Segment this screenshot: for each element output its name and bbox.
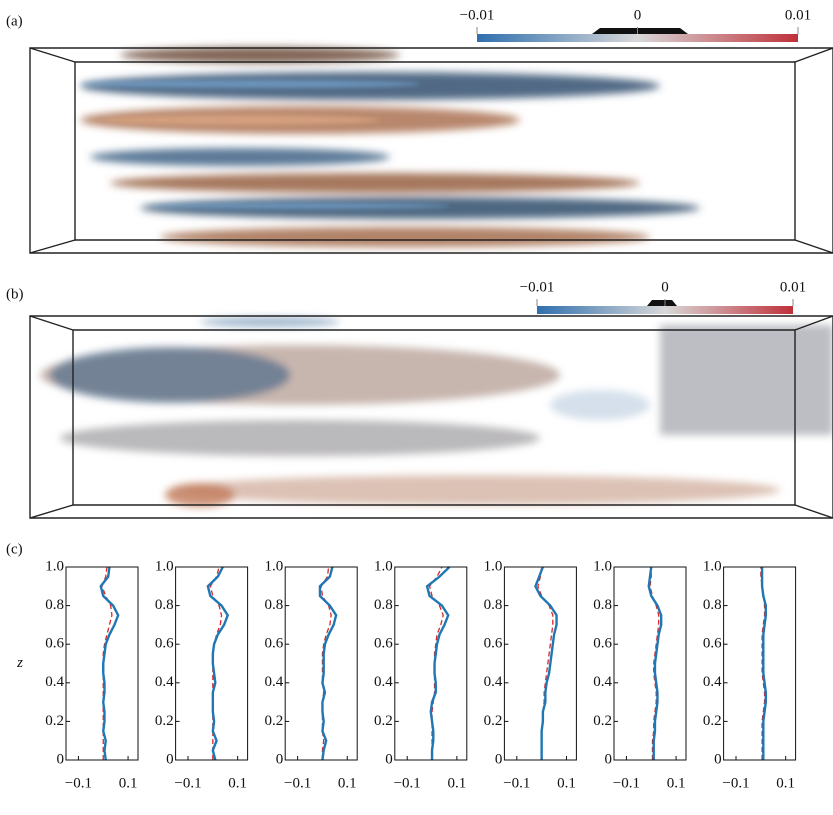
- y-tick-label: 1.0: [264, 558, 283, 574]
- y-tick-label: 0.8: [45, 597, 64, 613]
- y-tick-label: 0.8: [703, 597, 722, 613]
- y-tick-label: 0.6: [374, 636, 393, 652]
- y-tick-label: 0.6: [484, 636, 503, 652]
- y-tick-label: 1.0: [484, 558, 503, 574]
- y-tick-label: 0.8: [374, 597, 393, 613]
- x-tick-label: 0.1: [338, 775, 357, 791]
- y-tick-label: 0.8: [155, 597, 174, 613]
- x-tick-label: −0.1: [174, 775, 201, 791]
- y-tick-label: 0: [276, 751, 284, 767]
- y-tick-label: 1.0: [155, 558, 174, 574]
- y-tick-label: 1.0: [374, 558, 393, 574]
- profile-line: [647, 566, 663, 760]
- colorbar: [477, 34, 798, 42]
- y-tick-label: 0.2: [593, 713, 612, 729]
- x-tick-label: 0.1: [228, 775, 247, 791]
- y-tick-label: 0: [714, 751, 722, 767]
- profile-line: [318, 566, 338, 761]
- y-tick-label: 0.8: [593, 597, 612, 613]
- y-tick-label: 0.6: [703, 636, 722, 652]
- x-tick-label: 0.1: [447, 775, 466, 791]
- colorbar-tick-label: 0: [634, 7, 642, 23]
- x-tick-label: 0.1: [776, 775, 795, 791]
- y-tick-label: 1.0: [703, 558, 722, 574]
- y-tick-label: 1.0: [593, 558, 612, 574]
- volume-rendering-b: [29, 315, 833, 519]
- x-tick-label: −0.1: [503, 775, 530, 791]
- y-tick-label: 0.8: [264, 597, 283, 613]
- profile-line: [99, 566, 120, 761]
- colorbar-tick-label: 0.01: [785, 7, 811, 23]
- y-tick-label: 0.8: [484, 597, 503, 613]
- y-tick-label: 0.2: [45, 713, 64, 729]
- y-tick-label: 0: [605, 751, 613, 767]
- plot-frame: [723, 566, 797, 761]
- plot-frame: [394, 566, 468, 761]
- panel-label: (a): [6, 13, 23, 29]
- y-tick-label: 0: [385, 751, 393, 767]
- profile-line: [428, 566, 444, 760]
- opacity-map-a: [592, 28, 688, 34]
- y-axis-label: z: [16, 655, 23, 671]
- y-tick-label: 0.4: [264, 674, 283, 690]
- x-tick-label: −0.1: [65, 775, 92, 791]
- x-tick-label: 0.1: [667, 775, 686, 791]
- opacity-map-b: [647, 300, 677, 306]
- x-tick-label: −0.1: [722, 775, 749, 791]
- x-tick-label: 0.1: [119, 775, 138, 791]
- plot-frame: [613, 566, 687, 761]
- y-tick-label: 0.6: [155, 636, 174, 652]
- x-tick-label: −0.1: [394, 775, 421, 791]
- y-tick-label: 0.2: [703, 713, 722, 729]
- y-tick-label: 0.4: [45, 674, 64, 690]
- colorbar: [537, 306, 793, 314]
- panel-label: (b): [6, 286, 24, 302]
- y-tick-label: 0.2: [484, 713, 503, 729]
- plot-frame: [65, 566, 139, 761]
- y-tick-label: 0.4: [374, 674, 393, 690]
- colorbar-tick-label: −0.01: [520, 279, 555, 295]
- x-tick-label: −0.1: [613, 775, 640, 791]
- profile-line: [534, 566, 558, 760]
- profile-line: [206, 566, 230, 761]
- x-tick-label: 0.1: [557, 775, 576, 791]
- y-tick-label: 0.2: [264, 713, 283, 729]
- y-tick-label: 0.6: [264, 636, 283, 652]
- plot-frame: [503, 566, 577, 761]
- x-tick-label: −0.1: [284, 775, 311, 791]
- y-tick-label: 0.6: [593, 636, 612, 652]
- y-tick-label: 0: [495, 751, 503, 767]
- profile-line: [760, 567, 768, 760]
- y-tick-label: 0: [166, 751, 174, 767]
- y-tick-label: 0.4: [484, 674, 503, 690]
- colorbar-tick-label: 0.01: [780, 279, 806, 295]
- y-tick-label: 0.4: [155, 674, 174, 690]
- profile-line: [425, 566, 451, 760]
- plot-frame: [175, 566, 249, 761]
- y-tick-label: 0.4: [703, 674, 722, 690]
- y-tick-label: 0.4: [593, 674, 612, 690]
- colorbar-tick-label: −0.01: [460, 7, 495, 23]
- y-tick-label: 0.6: [45, 636, 64, 652]
- box-front: [29, 47, 833, 254]
- colorbar-tick-label: 0: [661, 279, 669, 295]
- y-tick-label: 0.2: [374, 713, 393, 729]
- panel-label: (c): [6, 541, 23, 557]
- plot-frame: [284, 566, 358, 761]
- y-tick-label: 0.2: [155, 713, 174, 729]
- y-tick-label: 1.0: [45, 558, 64, 574]
- y-tick-label: 0: [57, 751, 65, 767]
- volume-rendering-a: [29, 47, 833, 254]
